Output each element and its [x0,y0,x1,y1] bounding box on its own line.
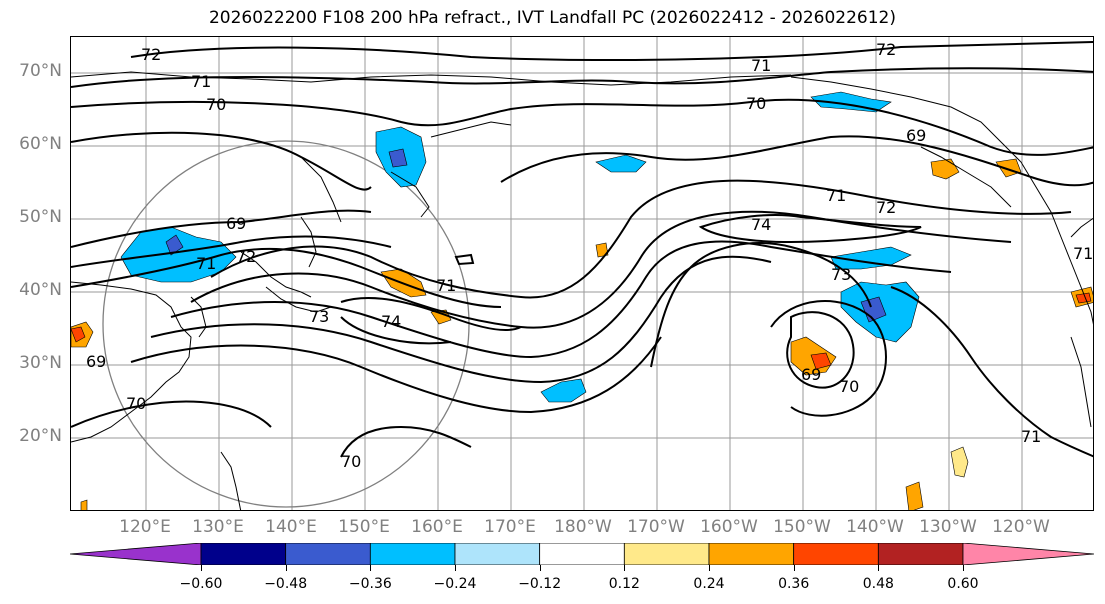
lat-label: 20°N [19,426,62,446]
colorbar-tick-label: 0.12 [608,576,640,592]
lon-label: 130°W [919,517,977,537]
lon-label: 180°W [554,517,612,537]
contour-label: 69 [86,352,106,371]
contour-label: 71 [196,254,216,273]
map-canvas: 72 71 70 69 71 72 71 73 74 69 70 72 71 7… [71,37,1093,510]
colorbar-tick-mark [878,565,880,571]
lon-label: 160°E [411,517,463,537]
colorbar-segment [285,543,371,565]
colorbar-tick-label: −0.60 [179,576,223,592]
lon-label: 120°E [119,517,171,537]
colorbar-segment [70,543,202,565]
colorbar-segment [623,543,710,565]
contour-label: 71 [1073,244,1093,263]
contour-label: 69 [226,214,246,233]
lat-label: 40°N [19,280,62,300]
contour-label: 69 [906,126,926,145]
lon-label: 160°W [700,517,758,537]
lon-label: 120°W [992,517,1050,537]
contour-label: 71 [1021,427,1041,446]
contour-label: 74 [381,312,401,331]
colorbar-tick-label: −0.24 [433,576,477,592]
contour-label: 73 [309,307,329,326]
map-panel: 72 71 70 69 71 72 71 73 74 69 70 72 71 7… [70,36,1094,511]
lon-label: 150°E [338,517,390,537]
contour-label-group: 72 71 70 69 71 72 71 73 74 69 70 72 71 7… [86,40,1093,471]
contour-label: 72 [876,198,896,217]
colorbar-tick-mark [201,565,202,571]
colorbar-tick-label: 0.48 [862,576,894,592]
colorbar-tick-label: −0.36 [348,576,392,592]
colorbar-segment [539,543,625,565]
colorbar-tick-label: 0.60 [947,576,979,592]
colorbar-tick-mark [624,565,626,571]
contour-label: 69 [801,365,821,384]
contour-label: 70 [126,394,146,413]
contour-label: 73 [831,265,851,284]
colorbar-tick-mark [539,565,541,571]
colorbar-segment [877,543,964,565]
colorbar-tick-mark [963,565,964,571]
contour-label: 70 [746,94,766,113]
contour-label: 70 [839,377,859,396]
contour-lines [71,41,1093,458]
contour-label: 70 [206,95,226,114]
graticule [71,37,1093,510]
shading-patches [71,91,1093,510]
colorbar-tick-label: −0.48 [264,576,308,592]
colorbar-segment [962,543,1094,565]
colorbar-tick-mark [455,565,456,571]
colorbar-tick-mark [793,565,795,571]
colorbar-tick-mark [285,565,287,571]
lon-label: 150°W [773,517,831,537]
contour-label: 74 [751,215,771,234]
lon-label: 170°W [627,517,685,537]
contour-label: 71 [191,72,211,91]
lon-label: 140°E [265,517,317,537]
lon-label: 140°W [846,517,904,537]
colorbar-tick-mark [370,565,372,571]
contour-label: 72 [876,40,896,59]
colorbar-segment [708,543,795,565]
colorbar-tick-mark [709,565,710,571]
lat-label: 60°N [19,134,62,154]
contour-label: 72 [141,45,161,64]
colorbar-segment [369,543,456,565]
colorbar-segment [793,543,879,565]
region-circle [102,140,470,508]
lat-label: 70°N [19,61,62,81]
contour-label: 72 [236,247,256,266]
lat-label: 30°N [19,353,62,373]
lat-label: 50°N [19,207,62,227]
map-title: 2026022200 F108 200 hPa refract., IVT La… [208,8,896,28]
colorbar-tick-label: 0.24 [693,576,725,592]
lon-label: 130°E [192,517,244,537]
lon-label: 170°E [484,517,536,537]
contour-label: 71 [436,276,456,295]
contour-label: 71 [751,56,771,75]
contour-label: 71 [826,186,846,205]
colorbar-segment [454,543,541,565]
contour-label: 70 [341,452,361,471]
colorbar-tick-label: 0.36 [778,576,810,592]
colorbar [70,543,1094,565]
colorbar-tick-label: −0.12 [518,576,562,592]
colorbar-segment [200,543,287,565]
